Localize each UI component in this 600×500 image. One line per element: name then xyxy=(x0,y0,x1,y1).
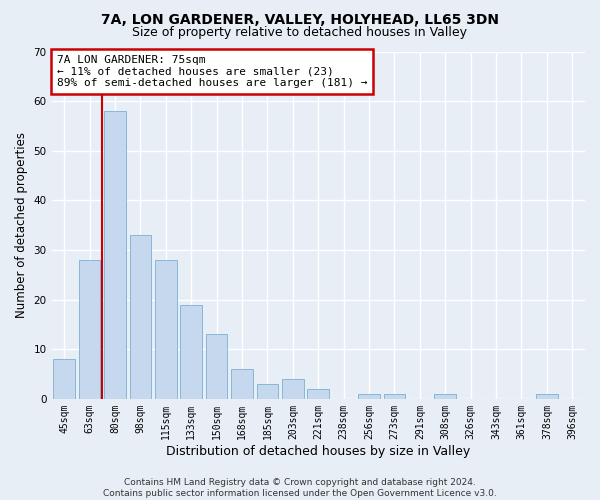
Bar xyxy=(358,394,380,399)
Bar xyxy=(231,369,253,399)
Bar xyxy=(282,379,304,399)
Text: Size of property relative to detached houses in Valley: Size of property relative to detached ho… xyxy=(133,26,467,39)
Bar xyxy=(307,389,329,399)
Text: 7A LON GARDENER: 75sqm
← 11% of detached houses are smaller (23)
89% of semi-det: 7A LON GARDENER: 75sqm ← 11% of detached… xyxy=(57,55,367,88)
Bar xyxy=(536,394,557,399)
Bar xyxy=(181,304,202,399)
Bar xyxy=(130,235,151,399)
Bar xyxy=(155,260,176,399)
Bar xyxy=(434,394,456,399)
Bar xyxy=(257,384,278,399)
Bar xyxy=(53,359,75,399)
X-axis label: Distribution of detached houses by size in Valley: Distribution of detached houses by size … xyxy=(166,444,470,458)
Text: Contains HM Land Registry data © Crown copyright and database right 2024.
Contai: Contains HM Land Registry data © Crown c… xyxy=(103,478,497,498)
Text: 7A, LON GARDENER, VALLEY, HOLYHEAD, LL65 3DN: 7A, LON GARDENER, VALLEY, HOLYHEAD, LL65… xyxy=(101,12,499,26)
Bar xyxy=(383,394,405,399)
Bar xyxy=(206,334,227,399)
Y-axis label: Number of detached properties: Number of detached properties xyxy=(15,132,28,318)
Bar xyxy=(104,111,126,399)
Bar xyxy=(79,260,100,399)
